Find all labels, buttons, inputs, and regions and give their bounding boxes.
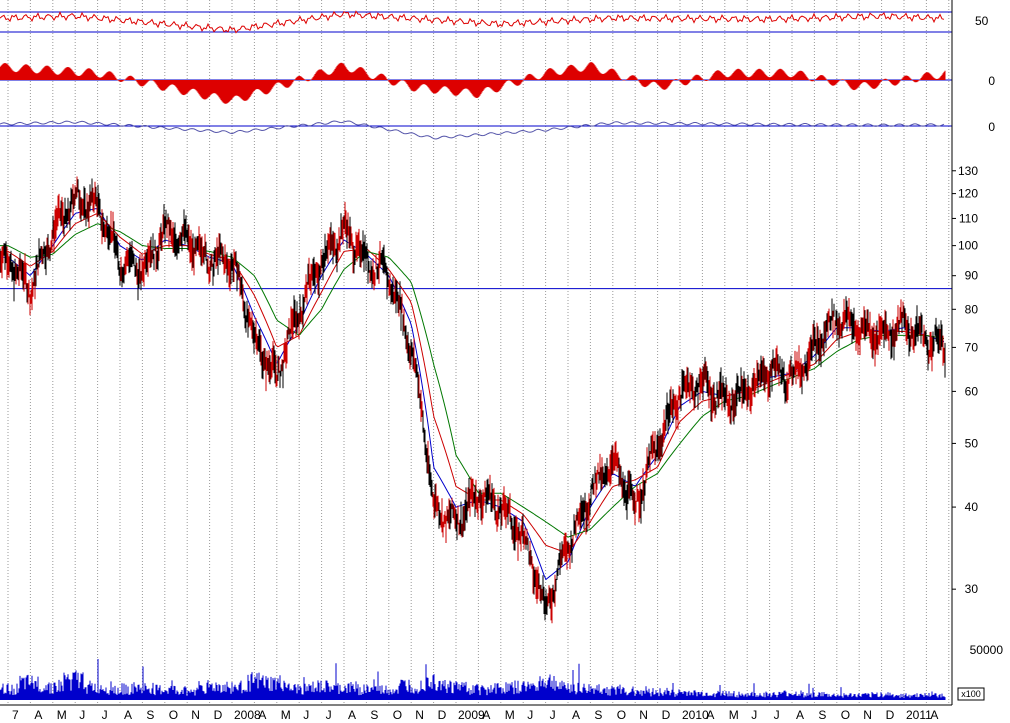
- x-tick-label: 2010: [682, 708, 709, 722]
- price-tick-label: 40: [965, 500, 979, 514]
- x-tick-label: N: [415, 708, 424, 722]
- x-tick-label: 2011: [906, 708, 932, 722]
- volume-panel: [0, 659, 946, 700]
- x-tick-label: M: [505, 708, 515, 722]
- x-tick-label: N: [191, 708, 200, 722]
- x-tick-label: J: [527, 708, 533, 722]
- oscillator-panel-1: [0, 10, 952, 34]
- osc1-tick-label: 50: [975, 14, 989, 28]
- x-tick-label: D: [886, 708, 895, 722]
- y-axis: 50 0 0 130 120 110 100 90 80 70 60 50 40 30 50000 x100: [951, 0, 1004, 705]
- volume-tick-label: 50000: [970, 643, 1004, 657]
- osc2-tick-label: 0: [988, 74, 995, 88]
- x-tick-label: A: [572, 708, 580, 722]
- month-gridlines: [7, 0, 950, 705]
- x-tick-label: J: [774, 708, 780, 722]
- price-panel: [0, 176, 952, 624]
- x-tick-label: S: [146, 708, 154, 722]
- x-tick-label: J: [550, 708, 556, 722]
- x-tick-label: A: [34, 708, 42, 722]
- price-tick-label: 60: [965, 384, 979, 398]
- x-tick-label: N: [639, 708, 648, 722]
- x-tick-label: O: [841, 708, 850, 722]
- price-tick-label: 120: [958, 187, 978, 201]
- x-tick-label: A: [482, 708, 490, 722]
- x-tick-label: A: [258, 708, 266, 722]
- price-tick-label: 80: [965, 302, 979, 316]
- x-tick-label: J: [79, 708, 85, 722]
- x-tick-label: 2008: [234, 708, 261, 722]
- oscillator-panel-3: [0, 120, 952, 140]
- x-tick-label: 7: [12, 708, 19, 722]
- x-tick-label: J: [751, 708, 757, 722]
- x-tick-label: A: [348, 708, 356, 722]
- x-tick-label: O: [617, 708, 626, 722]
- x-tick-label: M: [281, 708, 291, 722]
- price-tick-label: 100: [958, 239, 978, 253]
- oscillator-panel-2: [0, 62, 952, 104]
- price-tick-label: 110: [959, 211, 978, 225]
- x-tick-label: O: [169, 708, 178, 722]
- volume-unit-box: [957, 687, 985, 701]
- x-tick-label: J: [303, 708, 309, 722]
- x-tick-label: M: [729, 708, 739, 722]
- x-tick-label: A: [796, 708, 804, 722]
- x-tick-label: A: [124, 708, 132, 722]
- x-tick-label: N: [863, 708, 872, 722]
- x-tick-label: A: [930, 708, 938, 722]
- price-tick-label: 30: [965, 582, 979, 596]
- x-tick-label: D: [662, 708, 671, 722]
- x-tick-label: S: [818, 708, 826, 722]
- x-tick-label: M: [57, 708, 67, 722]
- x-tick-label: S: [594, 708, 602, 722]
- x-tick-label: A: [706, 708, 714, 722]
- x-tick-label: S: [370, 708, 378, 722]
- x-tick-label: D: [438, 708, 447, 722]
- x-tick-label: J: [102, 708, 108, 722]
- x-tick-label: 2009: [458, 708, 485, 722]
- x-tick-label: J: [326, 708, 332, 722]
- price-tick-label: 50: [965, 436, 979, 450]
- volume-unit-label: x100: [961, 689, 981, 699]
- osc1-line: [0, 10, 945, 34]
- price-tick-label: 70: [965, 340, 979, 354]
- x-tick-label: D: [214, 708, 223, 722]
- price-tick-label: 90: [965, 269, 979, 283]
- price-tick-label: 130: [958, 164, 978, 178]
- osc3-tick-label: 0: [988, 120, 995, 134]
- osc3-line: [0, 120, 945, 140]
- x-tick-label: O: [393, 708, 402, 722]
